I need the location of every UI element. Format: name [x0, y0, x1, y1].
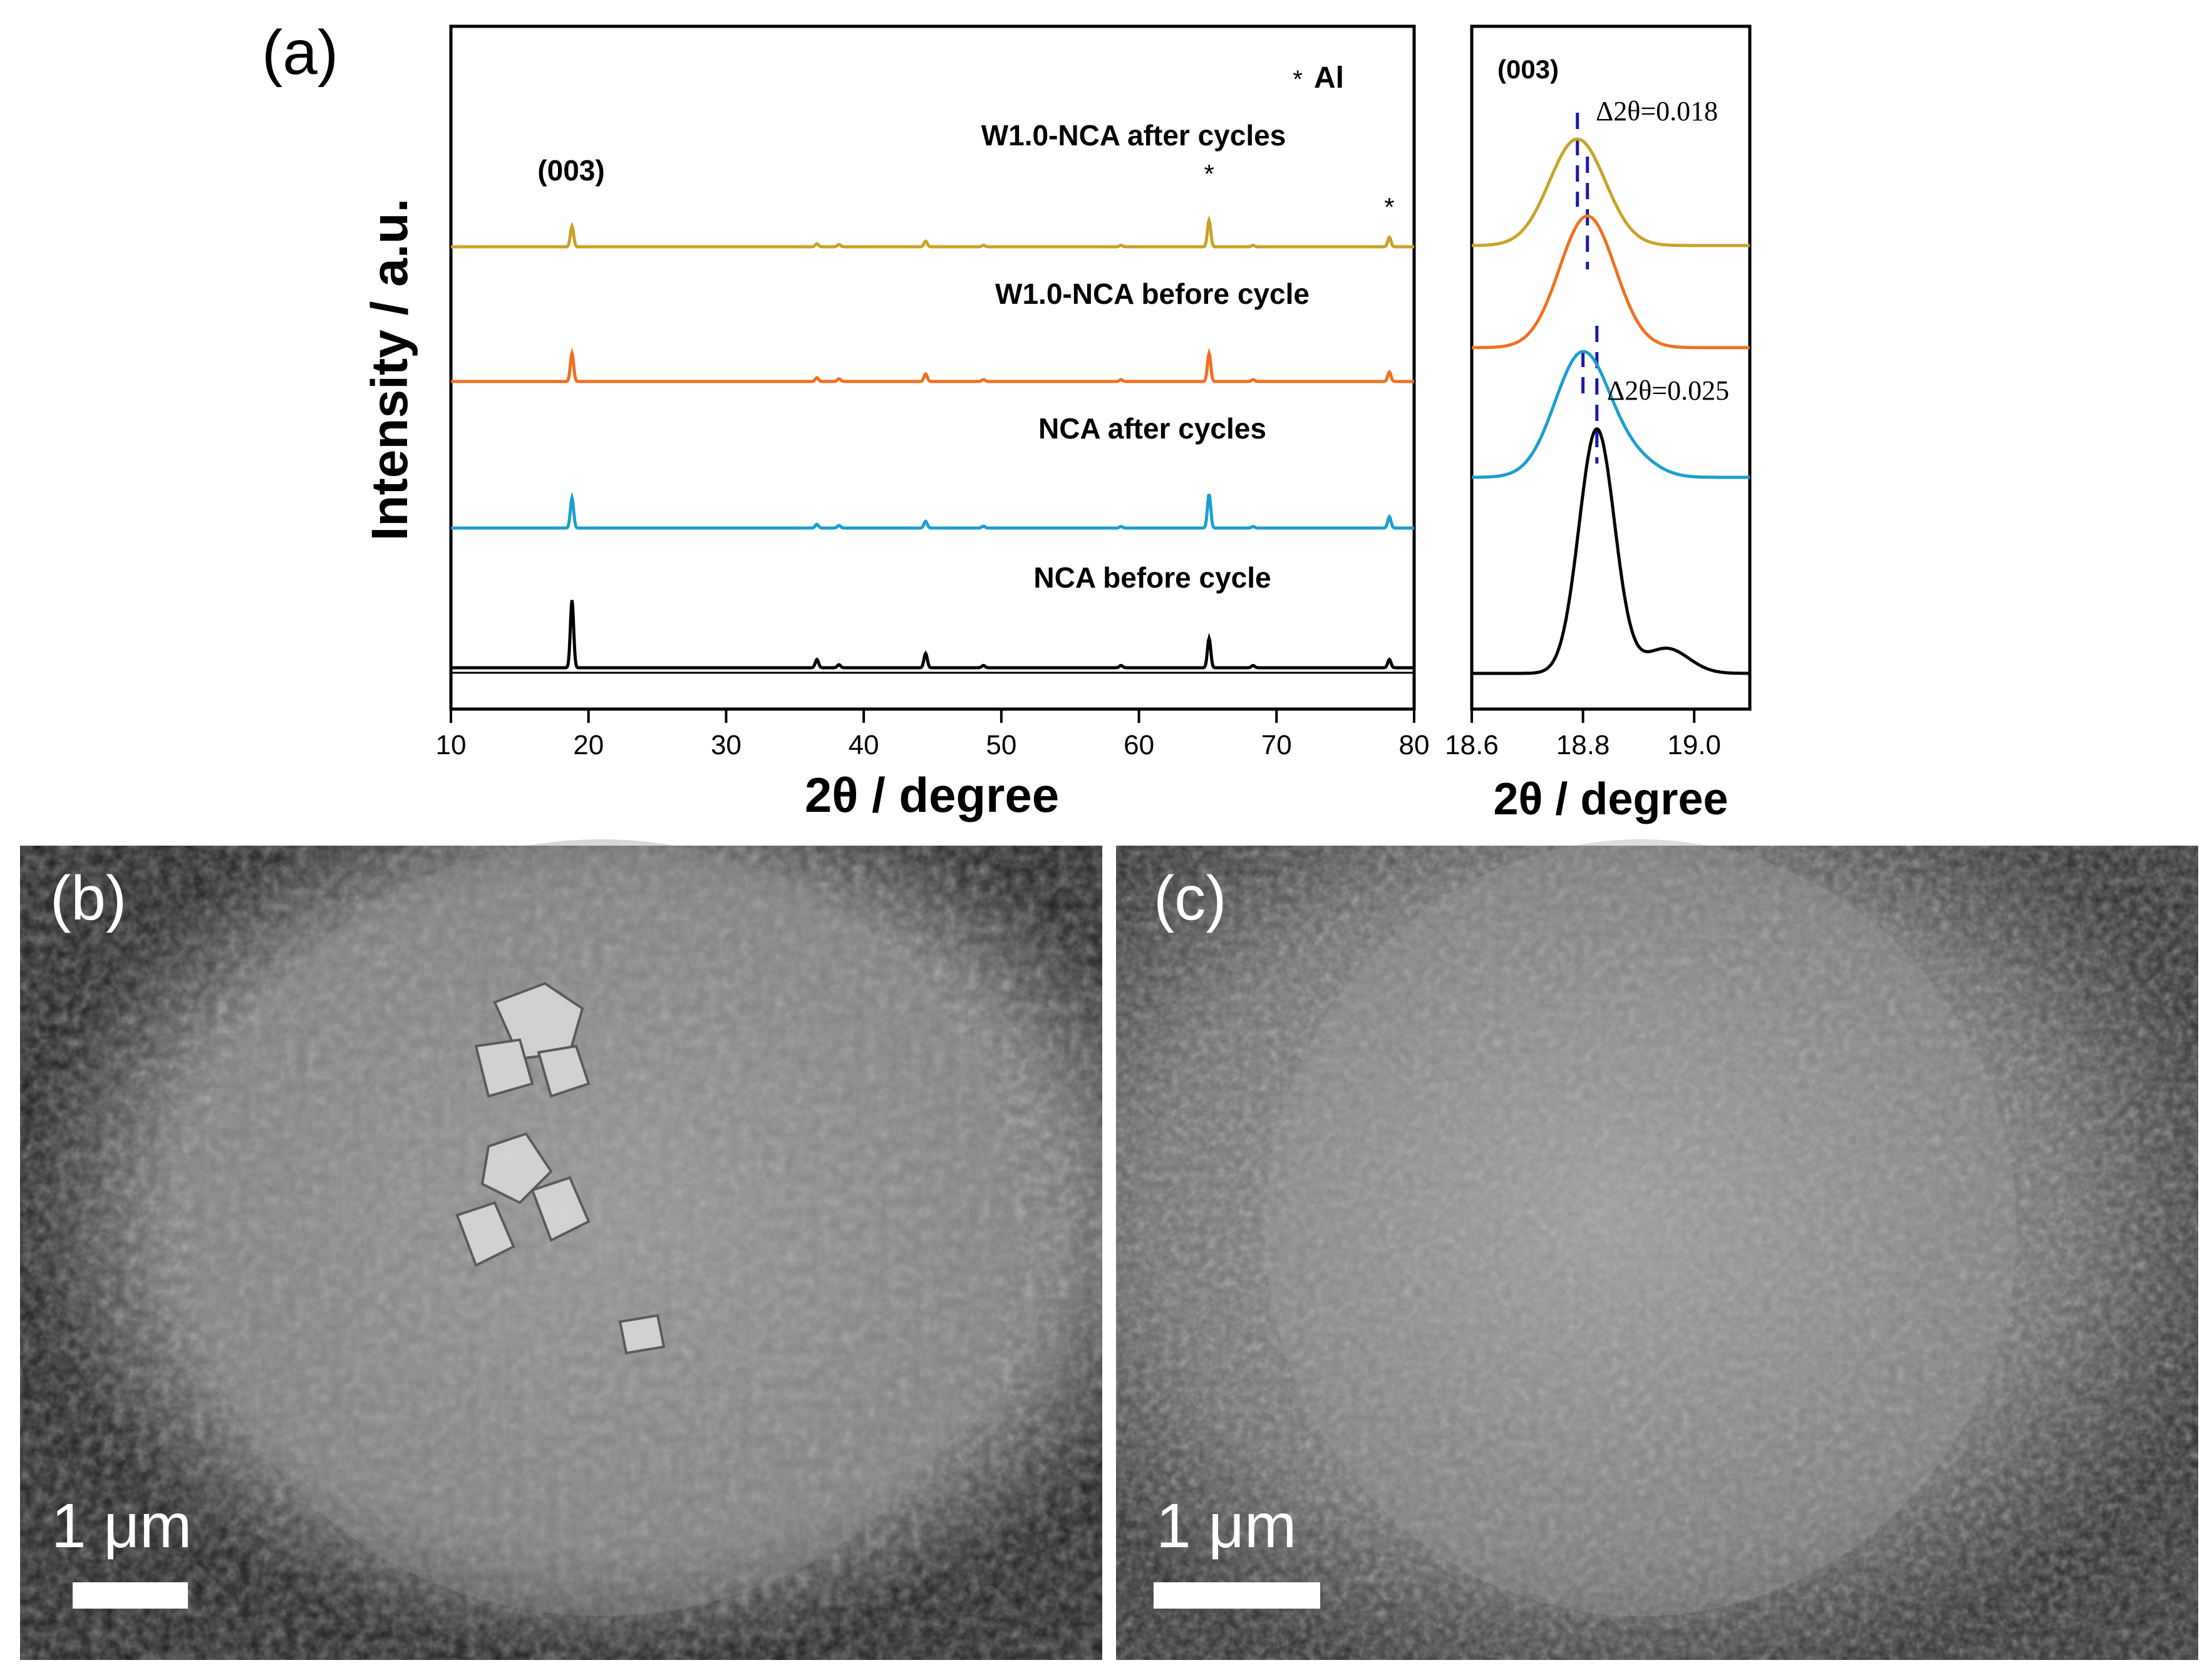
inset-series-line-2: [1472, 350, 1750, 479]
scale-bar-c: [1154, 1582, 1320, 1609]
inset-x-tick-label: 18.6: [1445, 730, 1499, 760]
inset-series-line-3: [1472, 427, 1750, 675]
main-x-tick-label: 10: [436, 730, 467, 760]
series-label-3: NCA before cycle: [1033, 561, 1271, 594]
inset-series: [1472, 137, 1750, 675]
main-xrd-chart: 10 20 30 40 50 60 70 80 W1.0-NCA after cyclesW1…: [361, 24, 1430, 822]
inset-xrd-chart: 18.6 18.8 19.0 (003) Δ2θ=0.018 Δ2θ=0.025 2…: [1445, 24, 1752, 824]
series-line-1: [451, 347, 1414, 383]
main-x-tick-label: 50: [986, 730, 1016, 760]
main-series-labels: W1.0-NCA after cycles W1.0-NCA before cyc…: [981, 119, 1310, 594]
series-line-0: [451, 215, 1414, 249]
main-series: [451, 215, 1414, 670]
main-y-axis-label: Intensity / a.u.: [361, 199, 418, 541]
panel-label-b: (b): [50, 863, 127, 933]
series-label-2: NCA after cycles: [1038, 412, 1266, 445]
main-peak-marks: **: [1204, 159, 1394, 222]
panel-label-a: (a): [262, 18, 338, 88]
main-x-tick-label: 60: [1124, 730, 1154, 760]
main-x-ticks: 10 20 30 40 50 60 70 80: [436, 709, 1430, 760]
inset-series-line-0: [1472, 137, 1750, 247]
crystal-cluster: [455, 982, 666, 1355]
panel-label-c: (c): [1154, 863, 1227, 933]
main-plot-frame: [449, 24, 1416, 711]
inset-annotation-2: Δ2θ=0.025: [1607, 375, 1729, 406]
legend-marker: *: [1293, 66, 1303, 93]
sem-image-c: (c) 1 μm: [1116, 839, 2198, 1660]
series-line-3: [451, 599, 1414, 670]
inset-annotation-1: Δ2θ=0.018: [1596, 96, 1718, 127]
al-peak-mark: *: [1384, 192, 1394, 222]
main-x-tick-label: 80: [1399, 730, 1430, 760]
inset-peak-label: (003): [1497, 54, 1559, 84]
scale-bar-label-b: 1 μm: [51, 1491, 192, 1561]
series-line-2: [451, 492, 1414, 530]
main-x-axis-label: 2θ / degree: [805, 767, 1059, 822]
inset-x-tick-label: 18.8: [1556, 730, 1610, 760]
main-x-tick-label: 20: [573, 730, 604, 760]
al-peak-mark: *: [1204, 159, 1214, 189]
main-x-tick-label: 40: [849, 730, 879, 760]
series-label-1: W1.0-NCA before cycle: [995, 277, 1310, 310]
main-x-tick-label: 70: [1261, 730, 1292, 760]
inset-plot-frame: [1470, 24, 1752, 711]
inset-x-axis-label: 2θ / degree: [1493, 774, 1728, 824]
scale-bar-b: [73, 1582, 188, 1609]
inset-series-line-1: [1472, 214, 1750, 350]
scale-bar-label-c: 1 μm: [1156, 1491, 1296, 1561]
legend-label: Al: [1314, 61, 1344, 95]
sem-image-b: (b) 1 μm: [20, 839, 1102, 1660]
inset-dashed-lines: [1576, 113, 1599, 464]
inset-x-tick-label: 19.0: [1667, 730, 1721, 760]
main-x-tick-label: 30: [711, 730, 742, 760]
inset-x-ticks: 18.6 18.8 19.0: [1445, 709, 1721, 760]
peak-label-003: (003): [537, 154, 604, 187]
series-label-0: W1.0-NCA after cycles: [981, 119, 1286, 152]
